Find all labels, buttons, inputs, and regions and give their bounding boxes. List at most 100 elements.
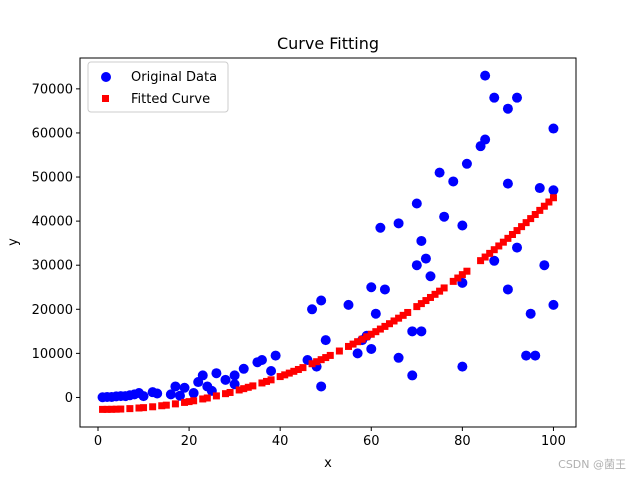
fitted-curve-point [513, 227, 521, 235]
original-data-point [407, 370, 418, 381]
fitted-curve-point [486, 249, 494, 257]
fitted-curve-point [440, 284, 448, 292]
fitted-curve-point [240, 385, 248, 393]
original-data-point [188, 388, 199, 399]
fitted-curve-point [431, 290, 439, 298]
original-data-point [439, 211, 450, 222]
y-tick-label: 40000 [32, 215, 73, 230]
fitted-curve-point [126, 405, 134, 413]
fitted-curve-point [385, 320, 393, 328]
y-tick-label: 50000 [32, 171, 73, 186]
fitted-curve-point [317, 356, 325, 364]
fitted-curve-point [349, 340, 357, 348]
y-tick-label: 20000 [32, 303, 73, 318]
fitted-curve-point [549, 194, 557, 202]
y-tick-label: 10000 [32, 347, 73, 362]
original-data-point [480, 134, 491, 145]
original-data-point [411, 260, 422, 271]
fitted-curve-point [281, 371, 289, 379]
axes: 0 20 40 60 80 100 0 10000 20000 30000 40000 50000 60… [32, 57, 577, 449]
fitted-curve-point [540, 202, 548, 210]
legend-label-original: Original Data [131, 70, 217, 85]
fitted-curve-point [399, 311, 407, 319]
chart-title: Curve Fitting [277, 34, 379, 53]
original-data-point [352, 348, 363, 359]
original-data-point [393, 352, 404, 363]
original-data-point [434, 167, 445, 178]
fitted-curve-point [326, 351, 334, 359]
y-tick-label: 70000 [32, 82, 73, 97]
fitted-curve-point [381, 322, 389, 330]
fitted-curve-point [185, 398, 193, 406]
fitted-curve-point [458, 271, 466, 279]
legend-marker-original [101, 72, 111, 82]
original-data-point [548, 185, 559, 196]
x-tick-label: 40 [272, 434, 289, 449]
fitted-curve-point [531, 211, 539, 219]
original-data-point [525, 308, 536, 319]
fitted-curve-point [426, 293, 434, 301]
original-data-point [379, 284, 390, 295]
fitted-curve-point [222, 390, 230, 398]
original-data-point [375, 222, 386, 233]
original-data-point [502, 178, 513, 189]
original-data-point [320, 335, 331, 346]
watermark: CSDN @菌王 [558, 458, 626, 471]
original-data-point [270, 350, 281, 361]
fitted-curve-point [212, 392, 220, 400]
fitted-curve-point [190, 397, 198, 405]
fitted-curve-point [103, 405, 111, 413]
fitted-curve-point [536, 206, 544, 214]
original-data-point [229, 370, 240, 381]
original-data-point [457, 220, 468, 231]
original-data-point [165, 389, 176, 400]
fitted-curve-point [436, 287, 444, 295]
x-tick-label: 0 [94, 434, 102, 449]
legend-marker-fitted [102, 95, 109, 102]
fitted-curve-point [290, 367, 298, 375]
fitted-curve-point [294, 365, 302, 373]
original-data-point [489, 255, 500, 266]
fitted-curve-point [522, 219, 530, 227]
original-data-point [420, 253, 431, 264]
legend: Original Data Fitted Curve [87, 61, 229, 113]
fitted-curve-point [276, 373, 284, 381]
original-data-point [220, 374, 231, 385]
fitted-curve-point [358, 335, 366, 343]
fitted-curve-point [258, 379, 266, 387]
original-data-point [343, 299, 354, 310]
original-data-point [521, 350, 532, 361]
x-tick-label: 20 [181, 434, 198, 449]
fitted-curve-point [490, 246, 498, 254]
fitted-curve-point [244, 383, 252, 391]
original-data-point [316, 295, 327, 306]
fitted-curve-point [422, 297, 430, 305]
original-data-point [461, 158, 472, 169]
fitted-curve-point [499, 238, 507, 246]
original-data-point [539, 260, 550, 271]
original-data-point [316, 381, 327, 392]
original-data-point [407, 326, 418, 337]
original-data-point [457, 361, 468, 372]
original-data-point [416, 235, 427, 246]
original-data-point [370, 308, 381, 319]
fitted-curve-point [395, 314, 403, 322]
original-data-point [530, 350, 541, 361]
fitted-curve-point [263, 377, 271, 385]
original-data-point [512, 242, 523, 253]
fitted-curve-point [203, 394, 211, 402]
original-data-point [480, 70, 491, 81]
fitted-curve-point [463, 267, 471, 275]
y-tick-label: 60000 [32, 126, 73, 141]
fitted-curve-point [495, 242, 503, 250]
fitted-curve-point [140, 404, 148, 412]
fitted-curve-point [404, 308, 412, 316]
fitted-curve-point [449, 277, 457, 285]
original-data-point [238, 363, 249, 374]
fitted-curve-point [376, 325, 384, 333]
fitted-curve-point [235, 386, 243, 394]
fitted-curve-point [199, 395, 207, 403]
fitted-curve-point [299, 364, 307, 372]
y-tick-label: 30000 [32, 259, 73, 274]
